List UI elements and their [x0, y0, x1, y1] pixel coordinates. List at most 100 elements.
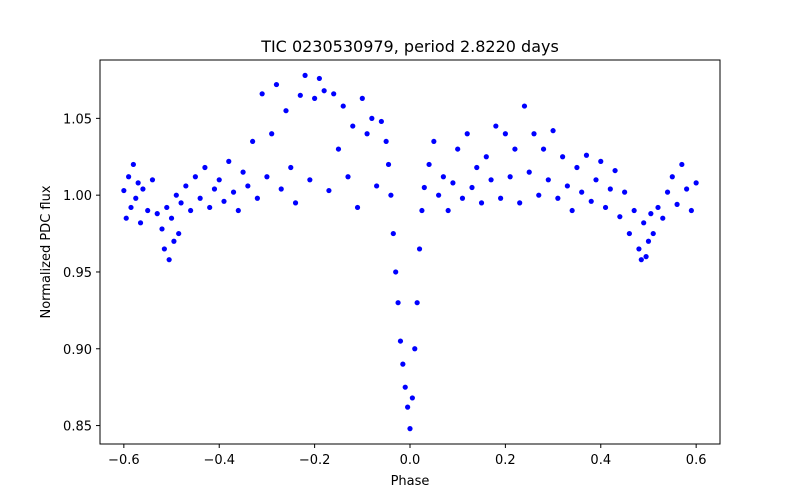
data-point — [354, 204, 361, 211]
data-point — [216, 177, 222, 183]
data-point — [178, 200, 184, 206]
data-point — [574, 164, 580, 171]
data-point — [593, 177, 599, 183]
data-point — [579, 189, 585, 195]
data-point — [636, 246, 642, 252]
data-point — [168, 215, 175, 221]
data-point — [474, 164, 480, 171]
data-point — [202, 164, 208, 171]
data-point — [245, 183, 251, 189]
data-point — [426, 161, 432, 168]
data-point — [211, 186, 218, 192]
data-point — [183, 183, 189, 189]
data-point — [569, 207, 575, 214]
data-point — [588, 198, 594, 204]
data-point — [684, 186, 690, 192]
data-point — [445, 207, 451, 214]
data-point — [583, 152, 590, 158]
data-point — [364, 131, 370, 137]
data-point — [648, 211, 654, 217]
data-point — [250, 138, 256, 145]
data-point — [331, 91, 337, 97]
data-point — [407, 426, 413, 432]
data-point — [526, 169, 532, 175]
data-point — [326, 187, 332, 194]
data-point — [517, 200, 523, 206]
data-point — [121, 187, 127, 194]
data-point — [166, 257, 172, 263]
data-point — [164, 204, 170, 211]
data-point — [560, 154, 566, 160]
x-tick-label: 0.2 — [495, 453, 516, 468]
data-point — [388, 192, 394, 198]
data-point — [612, 167, 618, 174]
data-point — [507, 174, 513, 180]
data-point — [307, 177, 313, 183]
data-point — [564, 183, 570, 189]
data-point — [602, 204, 609, 211]
data-point — [350, 123, 356, 129]
data-point — [226, 158, 232, 164]
data-point — [414, 300, 420, 306]
data-point — [123, 215, 129, 221]
data-point — [374, 183, 380, 189]
data-point — [312, 95, 318, 101]
data-point — [512, 146, 518, 152]
data-point — [641, 220, 647, 226]
data-point — [502, 131, 508, 137]
data-point — [207, 204, 213, 211]
data-point — [412, 346, 418, 352]
data-point — [128, 204, 134, 211]
data-point — [664, 189, 671, 195]
data-point — [221, 198, 227, 204]
data-point — [161, 246, 167, 252]
data-points — [121, 72, 699, 432]
data-point — [638, 257, 644, 263]
data-point — [240, 169, 246, 175]
data-point — [176, 230, 182, 237]
data-point — [397, 338, 404, 344]
data-point — [436, 192, 442, 198]
data-point — [383, 138, 389, 145]
data-point — [149, 177, 156, 183]
data-point — [137, 220, 144, 226]
data-point — [171, 238, 177, 244]
x-tick-label: −0.4 — [203, 453, 235, 468]
data-point — [340, 103, 346, 109]
y-tick-label: 1.00 — [63, 189, 92, 204]
data-point — [626, 230, 632, 237]
data-point — [378, 118, 384, 125]
y-tick-label: 0.85 — [63, 420, 92, 435]
data-point — [288, 164, 294, 171]
data-point — [393, 269, 399, 275]
data-point — [464, 131, 470, 137]
data-point — [540, 146, 547, 152]
data-point — [478, 200, 485, 206]
data-point — [469, 184, 475, 191]
data-point — [302, 72, 308, 78]
data-point — [145, 207, 151, 214]
data-point — [650, 230, 656, 237]
data-point — [688, 207, 694, 214]
data-point — [126, 174, 132, 180]
data-point — [521, 103, 528, 109]
data-point — [335, 146, 342, 152]
data-point — [617, 214, 623, 220]
data-point — [297, 92, 303, 98]
data-point — [316, 75, 322, 82]
data-point — [230, 189, 237, 195]
data-point — [455, 146, 461, 152]
data-point — [631, 207, 637, 214]
data-point — [598, 158, 604, 164]
x-axis-ticks: −0.6 −0.4 −0.2 0.0 0.2 0.4 0.6 — [108, 444, 706, 468]
data-point — [669, 174, 675, 180]
data-point — [545, 177, 551, 183]
data-point — [390, 230, 396, 237]
data-point — [173, 192, 179, 198]
data-point — [133, 195, 139, 201]
data-point — [273, 81, 280, 88]
data-point — [674, 201, 680, 207]
data-point — [269, 131, 275, 137]
data-point — [493, 123, 499, 129]
